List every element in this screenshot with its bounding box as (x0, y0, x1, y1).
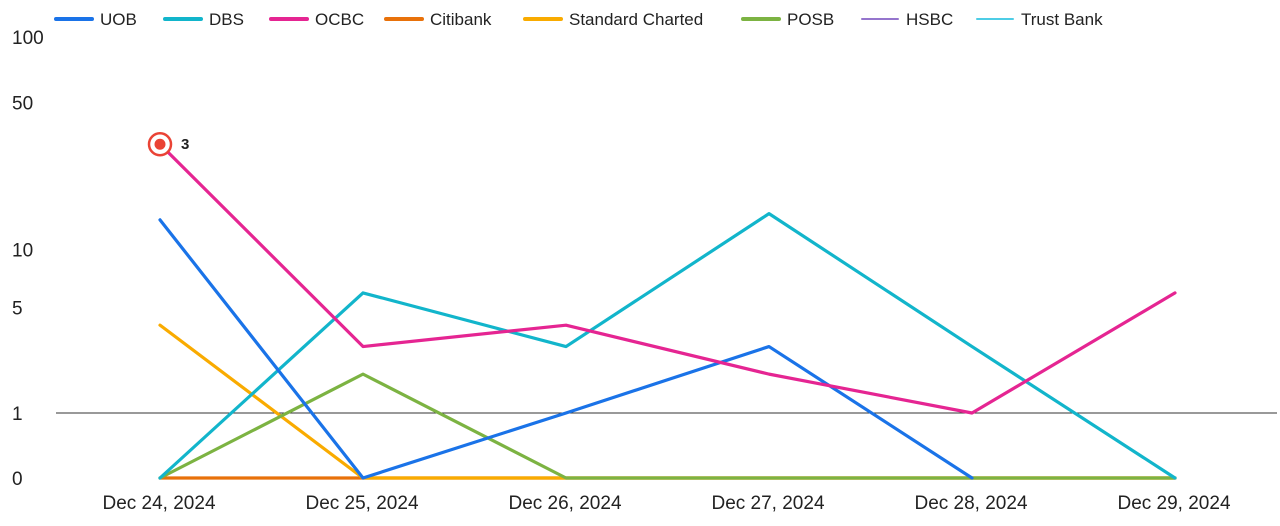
annotation-layer: 3 (147, 131, 189, 157)
y-tick-label: 0 (12, 469, 23, 490)
legend-label: HSBC (906, 10, 953, 29)
legend-item-ocbc[interactable]: OCBC (269, 10, 364, 29)
legend-item-posb[interactable]: POSB (741, 10, 834, 29)
y-tick-label: 1 (12, 404, 23, 425)
series-line-dbs[interactable] (158, 212, 1177, 480)
x-tick-label: Dec 29, 2024 (1117, 493, 1230, 514)
legend-label: Trust Bank (1021, 10, 1103, 29)
series-layer (158, 142, 1177, 480)
legend-item-trust-bank[interactable]: Trust Bank (976, 10, 1103, 29)
annotation-label: 3 (181, 136, 189, 153)
legend-label: UOB (100, 10, 137, 29)
series-line-posb[interactable] (158, 372, 1177, 480)
legend-label: Standard Charted (569, 10, 703, 29)
x-tick-label: Dec 26, 2024 (508, 493, 621, 514)
legend-label: DBS (209, 10, 244, 29)
series-line-uob[interactable] (158, 218, 974, 480)
legend-item-standard-charted[interactable]: Standard Charted (523, 10, 703, 29)
x-axis: Dec 24, 2024 Dec 25, 2024 Dec 26, 2024 Dec … (102, 493, 1230, 514)
series-line-ocbc[interactable] (158, 142, 1177, 415)
y-tick-label: 50 (12, 94, 33, 115)
y-axis: 0 1 5 10 50 100 (12, 28, 44, 490)
annotation-dot (154, 138, 166, 150)
legend-item-citibank[interactable]: Citibank (384, 10, 492, 29)
x-tick-label: Dec 24, 2024 (102, 493, 215, 514)
x-tick-label: Dec 25, 2024 (305, 493, 418, 514)
legend-label: Citibank (430, 10, 492, 29)
legend-item-dbs[interactable]: DBS (163, 10, 244, 29)
x-tick-label: Dec 27, 2024 (711, 493, 824, 514)
legend-label: POSB (787, 10, 834, 29)
legend-item-uob[interactable]: UOB (54, 10, 137, 29)
chart-legend: UOB DBS OCBC Citibank Standard Charted POSB HS… (54, 10, 1103, 29)
legend-item-hsbc[interactable]: HSBC (861, 10, 953, 29)
legend-label: OCBC (315, 10, 364, 29)
y-tick-label: 10 (12, 241, 33, 262)
x-tick-label: Dec 28, 2024 (914, 493, 1027, 514)
y-tick-label: 5 (12, 299, 23, 320)
y-tick-label: 100 (12, 28, 44, 49)
